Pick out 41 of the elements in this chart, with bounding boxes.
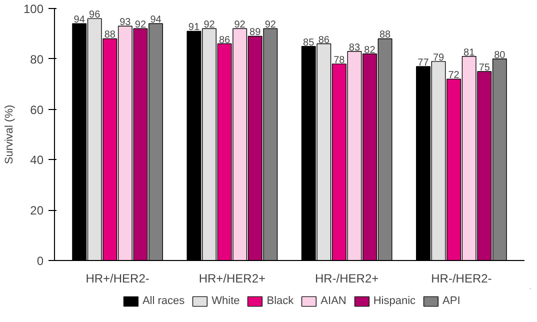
data-label: 94 <box>74 14 86 26</box>
data-label: 92 <box>204 20 216 31</box>
legend-label: All races <box>142 295 185 307</box>
data-label: 89 <box>250 27 262 38</box>
data-label: 93 <box>120 17 132 28</box>
data-label: 78 <box>334 54 346 66</box>
data-label: 77 <box>418 57 430 68</box>
x-tick-label: HR-/HER2- <box>431 272 492 286</box>
x-tick-label: HR+/HER2+ <box>198 272 266 286</box>
x-tick-label: HR-/HER2+ <box>314 272 379 286</box>
data-label: 75 <box>478 62 490 74</box>
legend-label: Hispanic <box>373 295 416 307</box>
legend-label: AIAN <box>320 295 346 307</box>
data-label: 92 <box>264 20 276 31</box>
y-tick-label: 60 <box>30 102 44 117</box>
y-tick-label: 80 <box>30 52 44 66</box>
legend-label: Black <box>266 295 294 307</box>
data-label: 82 <box>364 44 376 56</box>
legend-label: API <box>442 295 462 307</box>
y-tick-label: 0 <box>36 254 44 268</box>
data-label: 80 <box>494 50 506 61</box>
data-label: 92 <box>234 20 246 31</box>
data-label: 88 <box>379 30 392 41</box>
data-label: 94 <box>150 14 162 26</box>
data-label: 83 <box>348 42 360 54</box>
y-tick-label: 20 <box>30 204 44 218</box>
data-label: 86 <box>218 34 231 46</box>
data-label: 79 <box>432 52 445 64</box>
data-label: 86 <box>318 34 330 46</box>
y-tick-label: 40 <box>30 153 44 168</box>
data-label: 81 <box>464 47 476 58</box>
data-label: 96 <box>89 10 101 21</box>
data-label: 85 <box>303 37 315 48</box>
data-label: 92 <box>134 20 146 31</box>
x-tick-label: HR+/HER2- <box>86 272 150 286</box>
y-axis-title: Survival (%) <box>3 104 16 164</box>
data-label: 72 <box>448 70 460 82</box>
y-tick-label: 100 <box>23 2 44 16</box>
data-label: 91 <box>188 22 200 34</box>
data-label: 88 <box>104 30 116 41</box>
legend-label: White <box>212 295 240 307</box>
